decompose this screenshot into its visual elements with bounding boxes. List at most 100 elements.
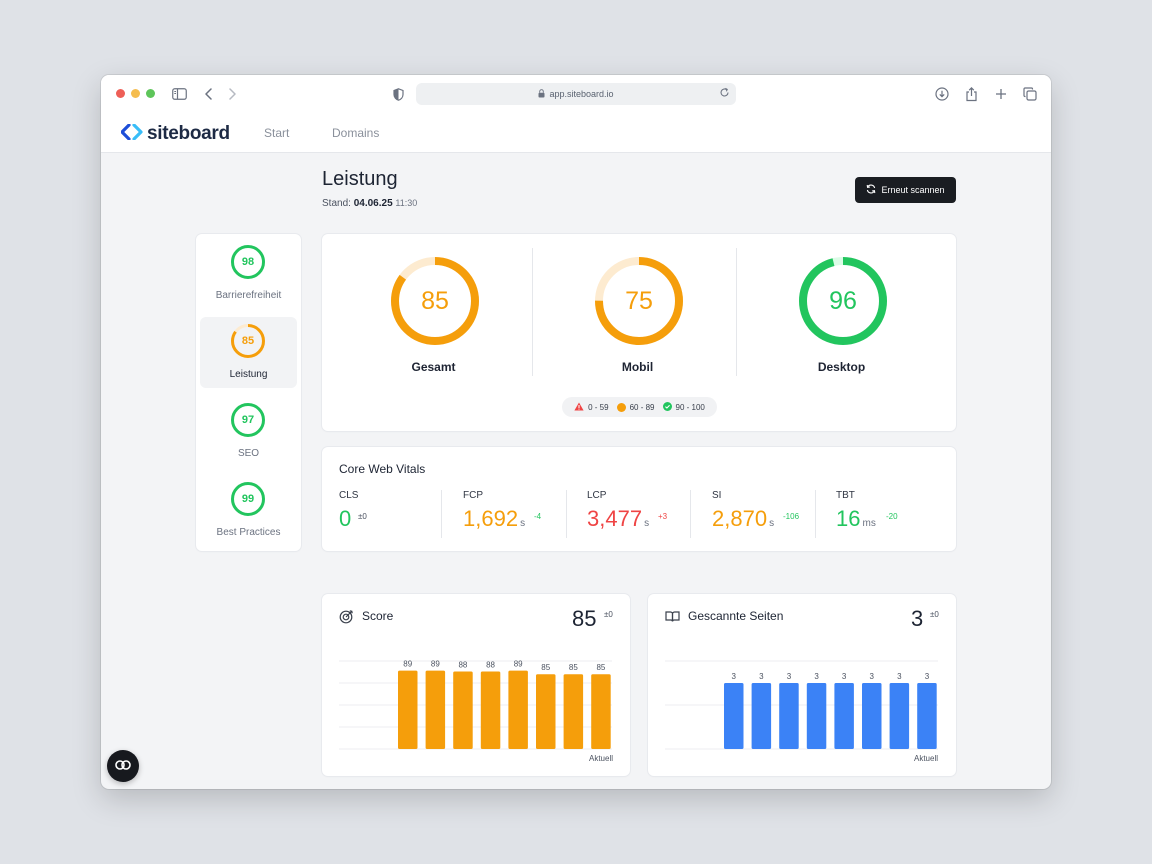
rescan-button[interactable]: Erneut scannen: [855, 177, 956, 203]
bar-value-label: 85: [541, 663, 550, 672]
chart-bar[interactable]: [751, 683, 772, 749]
chart-bar[interactable]: [508, 670, 528, 749]
divider: [815, 490, 816, 538]
chart-bar[interactable]: [591, 674, 611, 749]
card-value: 85: [572, 606, 597, 631]
section-title: Core Web Vitals: [339, 462, 426, 476]
score-label: Desktop: [817, 360, 866, 374]
score-ring: 98: [230, 244, 266, 280]
metric-number: 0: [339, 506, 352, 531]
bar-value-label: 88: [458, 661, 467, 670]
sidebar-item-leistung[interactable]: 85 Leistung: [200, 317, 297, 388]
bar-value-label: 85: [569, 663, 578, 672]
bar-value-label: 3: [787, 672, 792, 681]
chart-bar[interactable]: [724, 683, 744, 749]
warning-icon: [574, 402, 584, 413]
bar-value-label: 3: [925, 672, 930, 681]
book-icon: [665, 609, 680, 624]
share-icon[interactable]: [962, 85, 980, 103]
forward-icon[interactable]: [223, 85, 241, 103]
category-sidebar: 98 Barrierefreiheit 85 Leistung 97 SEO 9…: [196, 234, 301, 551]
medium-dot-icon: [616, 402, 626, 412]
metric-tbt: TBT 16 ms -20: [836, 490, 961, 540]
divider: [566, 490, 567, 538]
new-tab-icon[interactable]: [992, 85, 1010, 103]
divider: [441, 490, 442, 538]
card-delta: ±0: [930, 610, 939, 619]
reload-icon[interactable]: [719, 87, 730, 100]
metric-label: TBT: [836, 490, 855, 501]
minimize-window-button[interactable]: [131, 89, 140, 98]
metric-lcp: LCP 3,477 s +3: [587, 490, 712, 540]
privacy-shield-icon[interactable]: [389, 85, 407, 103]
chart-bar[interactable]: [398, 670, 418, 749]
chart-bar[interactable]: [779, 683, 799, 749]
back-icon[interactable]: [200, 85, 218, 103]
score-ring: 99: [230, 481, 266, 517]
chart-bar[interactable]: [536, 674, 556, 749]
metric-unit: s: [644, 518, 650, 529]
bar-value-label: 3: [759, 672, 764, 681]
sidebar-item-seo[interactable]: 97 SEO: [200, 396, 297, 467]
refresh-icon: [866, 184, 876, 196]
chart-bar[interactable]: [889, 683, 910, 749]
score-label: Mobil: [621, 360, 654, 374]
chat-fab-button[interactable]: [107, 750, 139, 782]
score-value: 75: [625, 286, 653, 315]
legend-item-medium: 60 - 89: [616, 402, 655, 412]
address-bar[interactable]: app.siteboard.io: [416, 83, 736, 105]
score-value: 96: [829, 286, 857, 315]
metric-value: 16 ms: [836, 506, 876, 532]
chart-bar[interactable]: [425, 670, 446, 749]
browser-window: app.siteboard.io siteboard Start Domains: [101, 75, 1051, 789]
score-ring: 85: [230, 323, 266, 359]
metric-label: CLS: [339, 490, 359, 501]
stand-date: 04.06.25: [353, 198, 393, 209]
app-header: siteboard Start Domains: [101, 113, 1051, 153]
downloads-icon[interactable]: [933, 85, 951, 103]
chart-bar[interactable]: [806, 683, 827, 749]
metric-number: 16: [836, 506, 861, 531]
tab-overview-icon[interactable]: [1021, 85, 1039, 103]
score-ring: 97: [230, 402, 266, 438]
bar-value-label: 85: [596, 663, 605, 672]
nav-link-start[interactable]: Start: [264, 126, 290, 140]
scanned-pages-bar-chart: 3 3 3 3 3 3 3 3: [665, 660, 938, 750]
sidebar-score: 97: [241, 414, 255, 426]
sidebar-toggle-icon[interactable]: [170, 85, 188, 103]
metric-delta: -4: [534, 512, 542, 521]
link-icon: [115, 757, 131, 775]
nav-link-domains[interactable]: Domains: [332, 126, 380, 140]
chart-bar[interactable]: [480, 671, 501, 749]
card-title: Gescannte Seiten: [688, 609, 784, 623]
check-circle-icon: [662, 401, 672, 413]
close-window-button[interactable]: [116, 89, 125, 98]
score-history-card: Score 85 ±0 89 89 88 88 89 85 85 85 Aktuell: [322, 594, 630, 776]
chart-bar[interactable]: [453, 671, 473, 749]
metric-label: SI: [712, 490, 722, 501]
score-label: Gesamt: [411, 360, 456, 374]
scanned-pages-card: Gescannte Seiten 3 ±0 3 3 3 3 3 3 3 3 Aktuell: [648, 594, 956, 776]
chart-bar[interactable]: [563, 674, 584, 749]
logo[interactable]: siteboard: [120, 122, 230, 145]
target-icon: [339, 609, 354, 624]
scan-timestamp: Stand: 04.06.25 11:30: [322, 198, 417, 209]
sidebar-item-best-practices[interactable]: 99 Best Practices: [200, 475, 297, 546]
chart-bar[interactable]: [834, 683, 854, 749]
sidebar-item-barrierefreiheit[interactable]: 98 Barrierefreiheit: [200, 238, 297, 309]
zoom-window-button[interactable]: [146, 89, 155, 98]
logo-text: siteboard: [147, 123, 230, 144]
stand-time: 11:30: [395, 198, 418, 208]
scores-card: 85 Gesamt 75 Mobil 96 Desktop 0 - 59: [322, 234, 956, 431]
metric-unit: s: [520, 518, 526, 529]
chart-bar[interactable]: [862, 683, 882, 749]
metric-cls: CLS 0 ±0: [339, 490, 464, 540]
metric-delta: -106: [783, 512, 800, 521]
chart-footer: Aktuell: [589, 754, 614, 763]
bar-value-label: 3: [870, 672, 875, 681]
card-delta: ±0: [604, 610, 613, 619]
metric-label: LCP: [587, 490, 607, 501]
chart-bar[interactable]: [917, 683, 937, 749]
metric-number: 2,870: [712, 506, 768, 531]
bar-value-label: 89: [514, 660, 523, 669]
